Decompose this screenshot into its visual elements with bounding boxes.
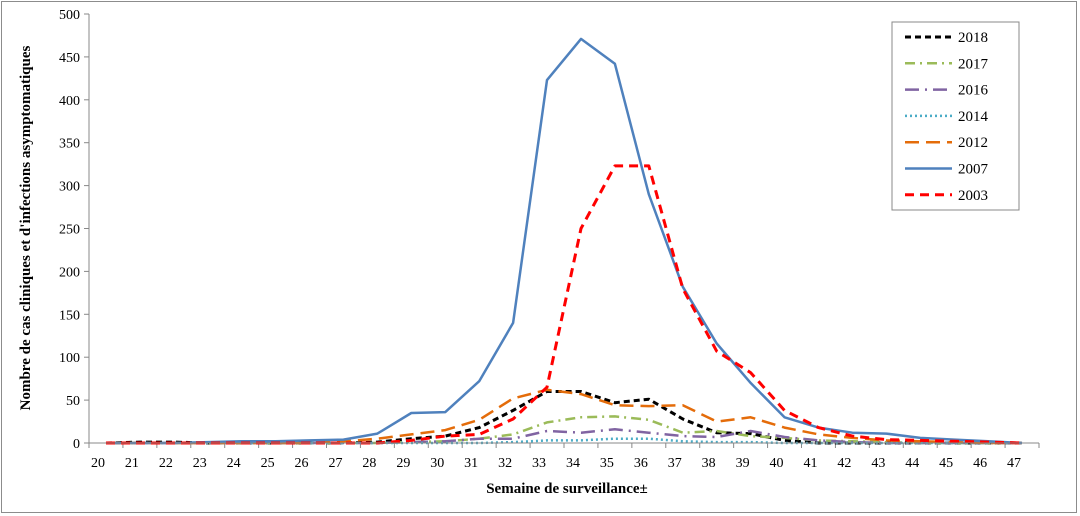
y-tick-label: 350 bbox=[59, 137, 80, 152]
x-tick-label: 23 bbox=[193, 456, 207, 471]
y-tick-label: 250 bbox=[59, 223, 80, 238]
legend-label: 2007 bbox=[958, 162, 989, 178]
x-tick-label: 35 bbox=[600, 456, 614, 471]
legend: 2018 2017 2016 2014 2012 2007 2003 bbox=[891, 21, 1020, 211]
legend-label: 2012 bbox=[958, 135, 988, 151]
x-tick-label: 40 bbox=[770, 456, 784, 471]
x-tick-label: 31 bbox=[464, 456, 478, 471]
x-tick-label: 24 bbox=[227, 456, 241, 471]
legend-label: 2003 bbox=[958, 188, 988, 204]
x-tick-label: 30 bbox=[430, 456, 444, 471]
x-tick-label: 36 bbox=[634, 456, 648, 471]
y-tick-label: 0 bbox=[73, 437, 80, 452]
x-tick-label: 32 bbox=[498, 456, 512, 471]
x-tick-label: 46 bbox=[973, 456, 987, 471]
x-tick-label: 33 bbox=[532, 456, 546, 471]
x-tick-label: 38 bbox=[702, 456, 716, 471]
y-tick-label: 300 bbox=[59, 180, 80, 195]
x-tick-label: 27 bbox=[328, 456, 342, 471]
series-line-2003 bbox=[106, 164, 1023, 445]
y-axis-title: Nombre de cas cliniques et d'infections … bbox=[18, 45, 34, 410]
legend-label: 2017 bbox=[958, 56, 989, 72]
x-tick-label: 25 bbox=[261, 456, 275, 471]
x-tick-label: 47 bbox=[1007, 456, 1021, 471]
legend-label: 2016 bbox=[958, 83, 989, 99]
y-tick-label: 400 bbox=[59, 94, 80, 109]
x-tick-label: 39 bbox=[736, 456, 750, 471]
x-tick-label: 20 bbox=[91, 456, 105, 471]
x-tick-label: 37 bbox=[668, 456, 682, 471]
x-tick-label: 28 bbox=[362, 456, 376, 471]
y-tick-label: 150 bbox=[59, 308, 80, 323]
y-tick-label: 500 bbox=[59, 8, 80, 23]
series-line-2007 bbox=[106, 37, 1023, 445]
legend-label: 2014 bbox=[958, 109, 989, 125]
legend-label: 2018 bbox=[958, 30, 988, 46]
x-tick-label: 34 bbox=[566, 456, 580, 471]
x-tick-label: 22 bbox=[159, 456, 173, 471]
x-tick-label: 44 bbox=[905, 456, 919, 471]
x-tick-label: 21 bbox=[125, 456, 139, 471]
y-tick-label: 200 bbox=[59, 265, 80, 280]
x-axis-title: Semaine de surveillance± bbox=[486, 481, 648, 497]
x-tick-label: 29 bbox=[396, 456, 410, 471]
series-line-2018 bbox=[105, 390, 1022, 445]
series-line-2017 bbox=[106, 415, 1022, 445]
y-tick-label: 100 bbox=[59, 351, 80, 366]
y-tick-label: 450 bbox=[59, 51, 80, 66]
x-tick-label: 43 bbox=[871, 456, 885, 471]
x-tick-label: 41 bbox=[803, 456, 817, 471]
series-line-2012 bbox=[106, 388, 1022, 445]
x-tick-label: 45 bbox=[939, 456, 953, 471]
x-tick-label: 42 bbox=[837, 456, 851, 471]
x-tick-label: 26 bbox=[295, 456, 309, 471]
y-tick-label: 50 bbox=[66, 394, 80, 409]
